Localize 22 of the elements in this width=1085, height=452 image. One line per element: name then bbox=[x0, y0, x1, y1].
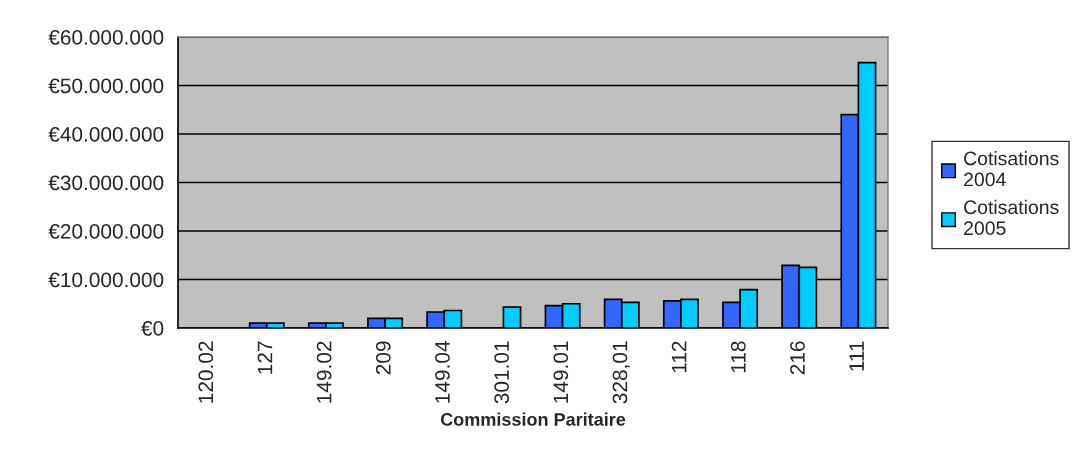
x-tick-label: 149.02 bbox=[316, 341, 332, 403]
x-tick-label: 301.01 bbox=[494, 341, 510, 404]
x-tick-label: 120.02 bbox=[198, 341, 214, 403]
y-tick-label: €30.000.000 bbox=[48, 175, 164, 191]
x-tick-label: 149.01 bbox=[553, 341, 569, 403]
y-tick-label: €0 bbox=[141, 321, 164, 336]
y-tick-label: €60.000.000 bbox=[48, 30, 164, 45]
y-tick-label: €40.000.000 bbox=[48, 127, 164, 142]
x-tick-label: 216 bbox=[790, 341, 805, 375]
x-tick-label: 111 bbox=[849, 341, 864, 371]
legend-label: Cotisations 2004 bbox=[964, 151, 1059, 187]
y-tick-label: €10.000.000 bbox=[48, 272, 164, 288]
y-tick-label: €50.000.000 bbox=[48, 78, 164, 94]
x-tick-label: 209 bbox=[375, 341, 391, 375]
legend-label: Cotisations 2005 bbox=[964, 199, 1059, 236]
x-tick-label: 149.04 bbox=[435, 341, 450, 403]
x-tick-label: 118 bbox=[730, 341, 746, 373]
x-axis-title: Commission Paritaire bbox=[440, 412, 626, 426]
x-tick-label: 127 bbox=[257, 341, 273, 374]
y-tick-label: €20.000.000 bbox=[48, 224, 164, 239]
x-tick-label: 328,01 bbox=[612, 341, 630, 404]
x-tick-label: 112 bbox=[671, 341, 687, 373]
